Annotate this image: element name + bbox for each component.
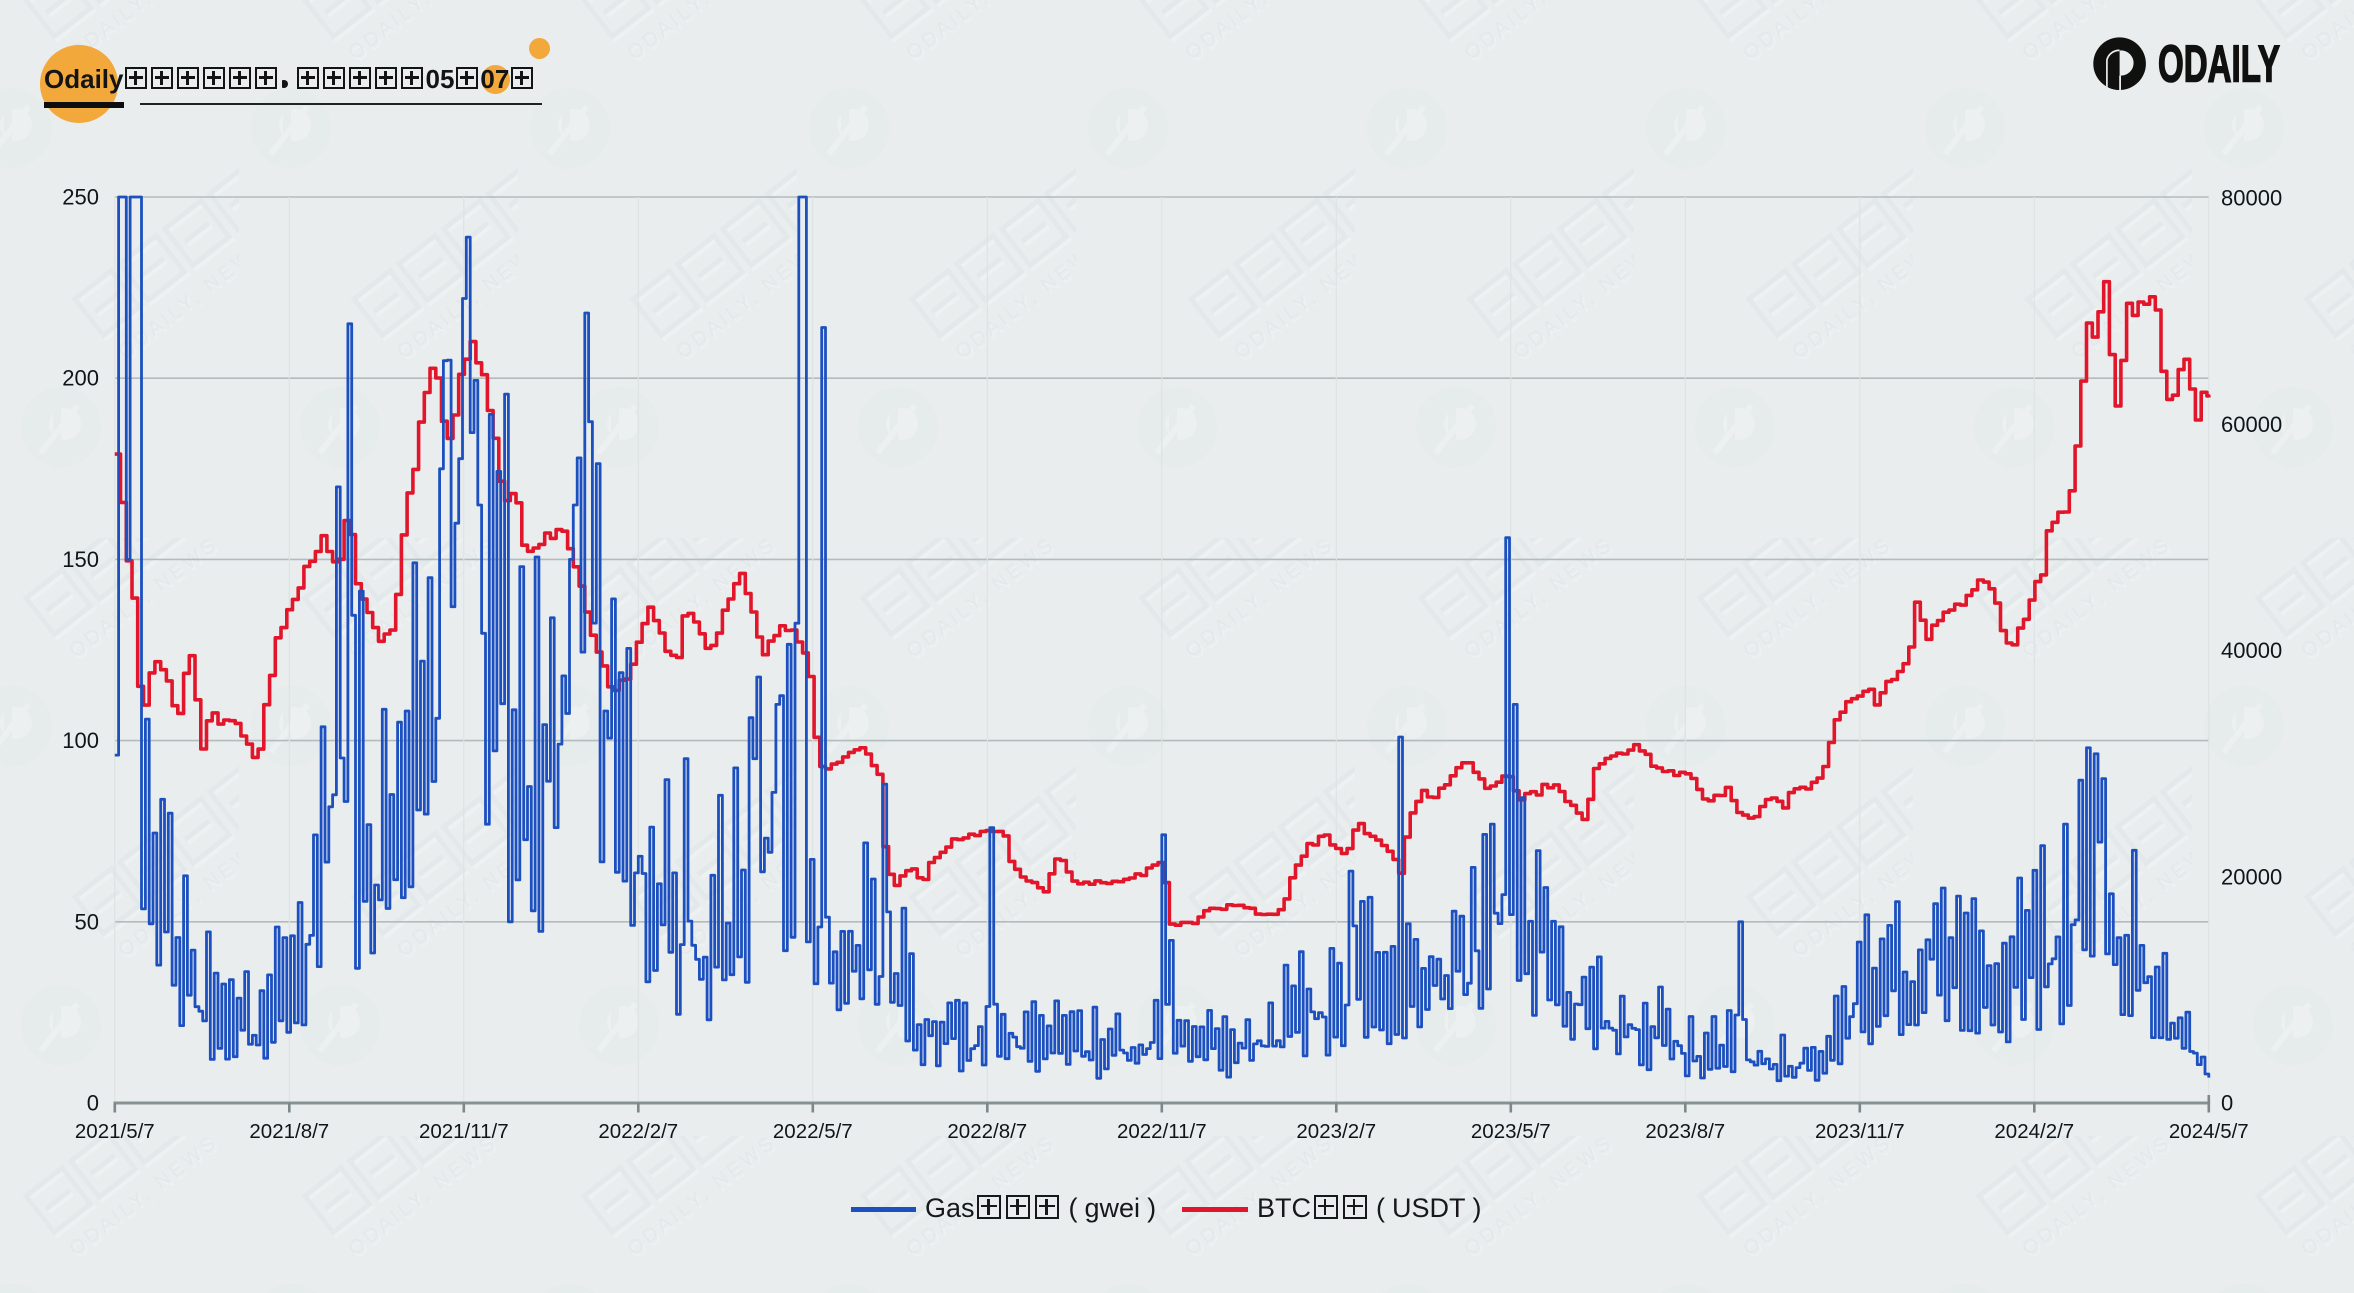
svg-text:0: 0: [87, 1091, 99, 1116]
svg-text:2021/5/7: 2021/5/7: [75, 1120, 155, 1143]
svg-text:80000: 80000: [2221, 186, 2282, 211]
svg-text:2023/5/7: 2023/5/7: [1471, 1120, 1551, 1143]
svg-text:2022/8/7: 2022/8/7: [947, 1120, 1027, 1143]
svg-text:60000: 60000: [2221, 412, 2282, 437]
svg-text:100: 100: [62, 728, 99, 753]
svg-text:2021/11/7: 2021/11/7: [419, 1120, 509, 1143]
svg-text:40000: 40000: [2221, 638, 2282, 663]
svg-text:50: 50: [75, 909, 99, 934]
svg-text:2023/11/7: 2023/11/7: [1815, 1120, 1905, 1143]
svg-text:2023/8/7: 2023/8/7: [1645, 1120, 1725, 1143]
svg-text:2024/5/7: 2024/5/7: [2169, 1120, 2249, 1143]
svg-text:200: 200: [62, 366, 99, 391]
svg-text:2022/2/7: 2022/2/7: [598, 1120, 678, 1143]
svg-text:20000: 20000: [2221, 864, 2282, 889]
svg-text:2022/11/7: 2022/11/7: [1117, 1120, 1207, 1143]
svg-text:2023/2/7: 2023/2/7: [1296, 1120, 1376, 1143]
svg-text:250: 250: [62, 185, 99, 210]
svg-text:ODAILY: ODAILY: [2158, 36, 2280, 94]
svg-text:150: 150: [62, 547, 99, 572]
svg-text:2024/2/7: 2024/2/7: [1994, 1120, 2074, 1143]
svg-text:2021/8/7: 2021/8/7: [249, 1120, 329, 1143]
svg-text:2022/5/7: 2022/5/7: [773, 1120, 853, 1143]
svg-text:0: 0: [2221, 1091, 2233, 1116]
